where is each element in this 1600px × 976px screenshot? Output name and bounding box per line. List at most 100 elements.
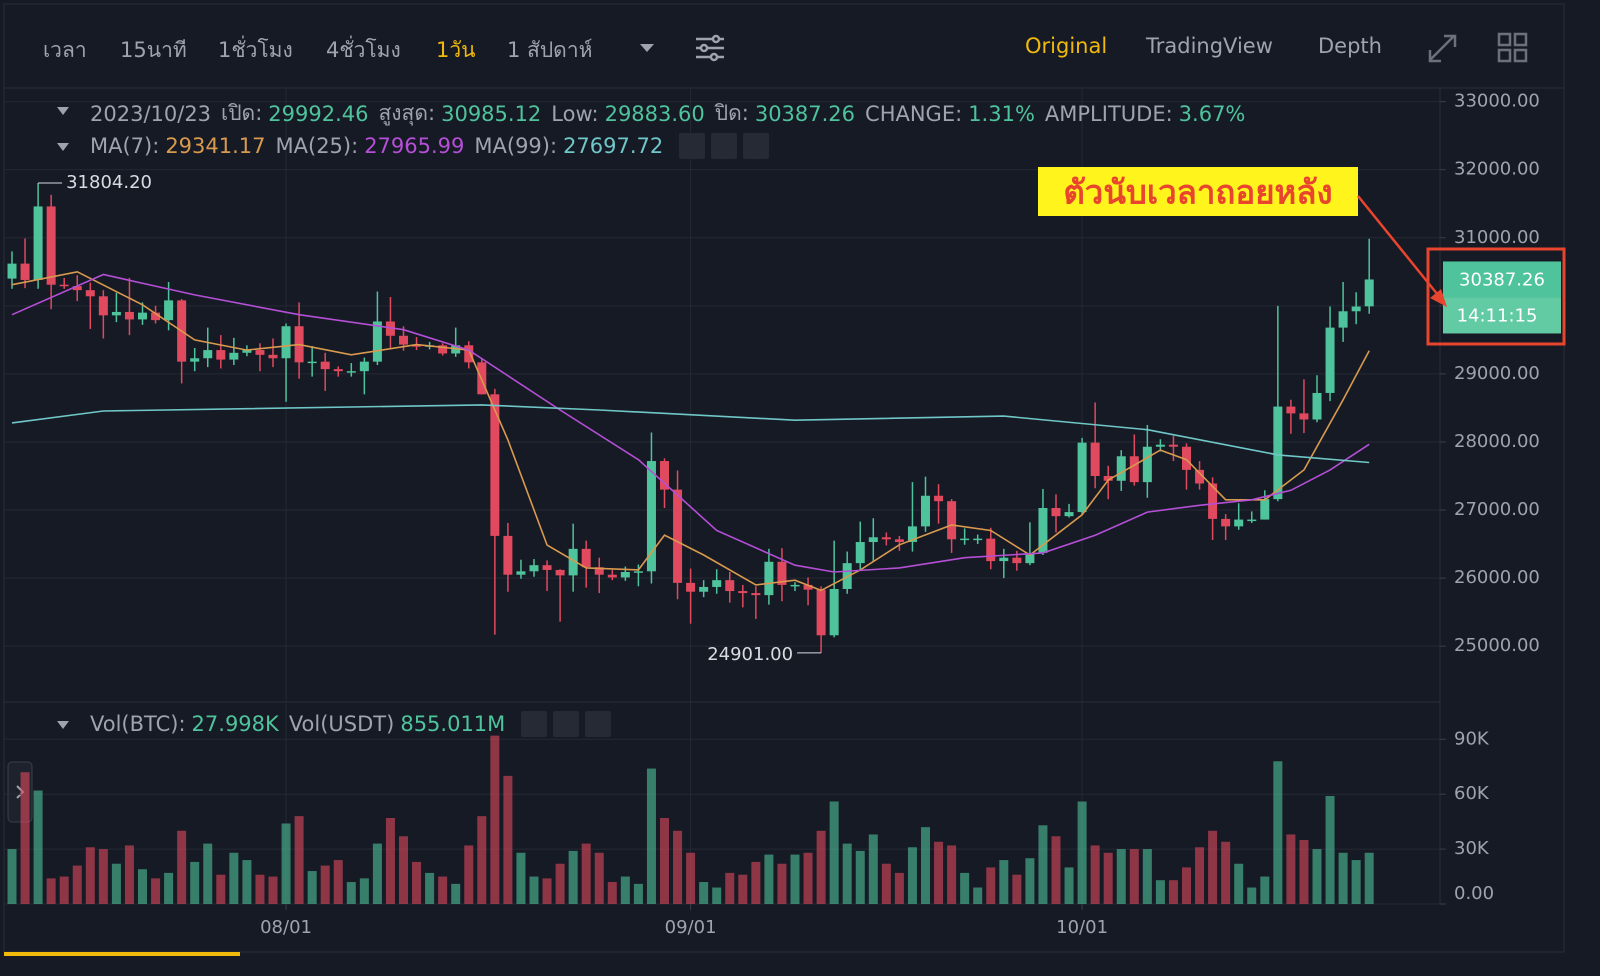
candle-body — [1103, 476, 1113, 481]
y-tick-label: 90K — [1454, 728, 1490, 749]
candle-body — [1168, 444, 1178, 447]
fullscreen-icon[interactable] — [1428, 34, 1457, 63]
candle-body — [751, 593, 761, 596]
volume-bar — [738, 874, 748, 904]
eye-button[interactable] — [521, 711, 548, 737]
gear-button[interactable] — [711, 133, 738, 159]
volume-bar — [999, 860, 1009, 904]
candle-body — [568, 548, 578, 576]
marks: 31804.20 24901.00 30387.26 14:11:15 — [7, 172, 1561, 904]
volume-bar — [594, 852, 604, 904]
volume-bar — [98, 849, 108, 904]
collapse-icon[interactable] — [57, 721, 69, 729]
volume-bar — [816, 830, 826, 904]
candle-body — [399, 335, 408, 345]
candle-body — [607, 574, 617, 578]
collapse-icon[interactable] — [57, 143, 69, 151]
header-value: 30985.12 — [441, 101, 542, 126]
interval-tab[interactable]: 1วัน — [436, 38, 476, 62]
candle-body — [894, 539, 904, 543]
candle-body — [1064, 512, 1074, 517]
candle-body — [1182, 446, 1191, 470]
volume-bar — [124, 845, 134, 904]
interval-tab[interactable]: 4ชั่วโมง — [326, 38, 401, 62]
candle-body — [98, 296, 108, 316]
volume-bar — [1168, 880, 1178, 904]
volume-bar — [581, 843, 591, 904]
countdown-badge — [1443, 297, 1561, 334]
ma-value: 27965.99 — [364, 134, 465, 158]
overlay: ตัวนับเวลาถอยหลัง — [1038, 167, 1566, 346]
gear-button[interactable] — [553, 711, 580, 737]
eye-button[interactable] — [679, 133, 706, 159]
candle-body — [907, 526, 917, 543]
header-label: ปิด: — [714, 101, 749, 125]
vol-label: Vol(BTC): — [90, 712, 186, 736]
volume-bar — [438, 876, 448, 904]
candle-body — [712, 580, 722, 587]
volume-bar — [699, 882, 709, 904]
candle-body — [868, 537, 878, 543]
collapse-icon[interactable] — [57, 107, 69, 115]
ma-line — [11, 270, 1370, 592]
volume-bar — [1273, 761, 1283, 904]
volume-bar — [960, 872, 970, 904]
more-intervals-icon[interactable] — [640, 44, 654, 52]
view-tab[interactable]: Original — [1025, 34, 1108, 58]
settings-icon[interactable] — [696, 34, 724, 62]
view-tab[interactable]: TradingView — [1146, 34, 1273, 58]
last-price-label: 30387.26 — [1459, 269, 1545, 290]
ma-label: MA(25): — [275, 134, 359, 158]
ma-label: MA(99): — [474, 134, 558, 158]
volume-bar — [751, 861, 761, 904]
volume-bar — [203, 843, 213, 904]
interval-tab[interactable]: 1 สัปดาห์ — [507, 38, 593, 62]
volume-bar — [242, 860, 252, 904]
candle-body — [164, 300, 174, 321]
volume-bar — [268, 876, 278, 904]
header-value: 29992.46 — [268, 101, 369, 126]
min-label: 24901.00 — [707, 644, 793, 665]
volume-bar — [881, 863, 891, 904]
x-tick-label: 08/01 — [260, 917, 312, 938]
ma-value: 29341.17 — [165, 134, 266, 158]
view-tab[interactable]: Depth — [1318, 34, 1382, 58]
candle-body — [516, 571, 526, 575]
header-value: 30387.26 — [754, 101, 856, 126]
candle-body — [699, 586, 709, 592]
candle-body — [725, 580, 735, 592]
volume-bar — [1077, 801, 1087, 904]
volume-bar — [20, 772, 30, 904]
candle-body — [934, 495, 944, 502]
candle-body — [20, 263, 30, 280]
y-tick-label: 31000.00 — [1454, 227, 1540, 248]
progress-line — [4, 952, 240, 956]
volume-bar — [947, 845, 957, 904]
interval-tab[interactable]: เวลา — [43, 38, 87, 62]
vol-value: 27.998K — [191, 712, 279, 736]
volume-bar — [1221, 841, 1231, 904]
candle-body — [1025, 552, 1035, 564]
volume-bar — [477, 816, 487, 904]
volume-bar — [425, 872, 435, 904]
y-tick-label: 29000.00 — [1454, 363, 1540, 384]
y-tick-label: 0.00 — [1454, 883, 1494, 904]
layout-icon[interactable] — [1497, 32, 1528, 63]
candle-body — [203, 350, 213, 359]
volume-bar — [1338, 852, 1348, 904]
candle-body — [1273, 406, 1283, 500]
interval-tab[interactable]: 1ชั่วโมง — [218, 38, 293, 62]
candle-body — [881, 537, 891, 540]
close-button[interactable] — [585, 711, 612, 737]
candle-body — [1155, 444, 1165, 447]
y-tick-label: 28000.00 — [1454, 431, 1540, 452]
ma-header: MA(7): 29341.17 MA(25): 27965.99 MA(99): 2769… — [90, 133, 770, 159]
volume-bar — [934, 841, 944, 904]
volume-bar — [1364, 852, 1374, 904]
candle-body — [673, 489, 683, 583]
interval-tab[interactable]: 15นาที — [120, 38, 187, 62]
close-button[interactable] — [743, 133, 770, 159]
annotation-arrow — [1357, 195, 1439, 296]
candle-body — [660, 461, 669, 490]
